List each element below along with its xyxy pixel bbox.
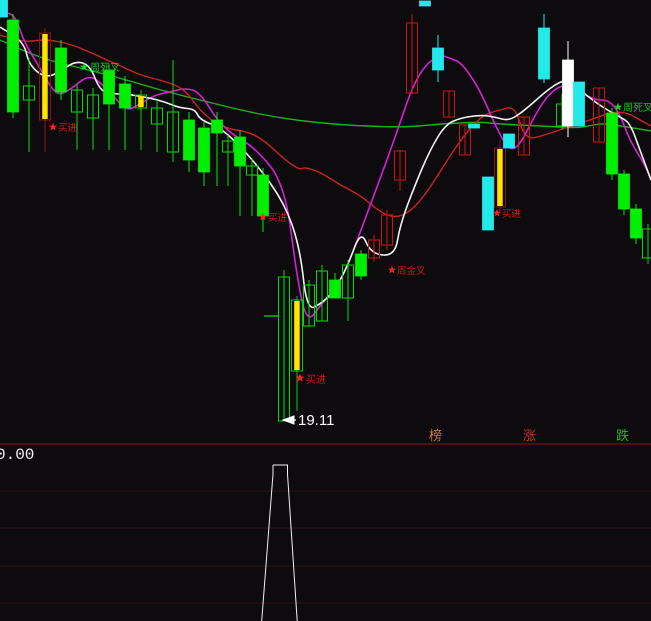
- svg-text:买进: 买进: [58, 123, 78, 134]
- svg-text:周死叉: 周死叉: [623, 102, 651, 114]
- svg-text:涨: 涨: [523, 428, 536, 443]
- svg-text:19.11: 19.11: [298, 412, 334, 429]
- svg-text:周金叉: 周金叉: [397, 265, 426, 277]
- svg-text:买进: 买进: [268, 213, 288, 224]
- svg-text:买进: 买进: [306, 374, 326, 386]
- svg-text:0.00: 0.00: [0, 446, 34, 464]
- svg-text:买进: 买进: [502, 209, 522, 220]
- svg-text:周死叉: 周死叉: [90, 62, 120, 74]
- svg-text:跌: 跌: [616, 428, 629, 443]
- svg-text:榜: 榜: [429, 428, 442, 443]
